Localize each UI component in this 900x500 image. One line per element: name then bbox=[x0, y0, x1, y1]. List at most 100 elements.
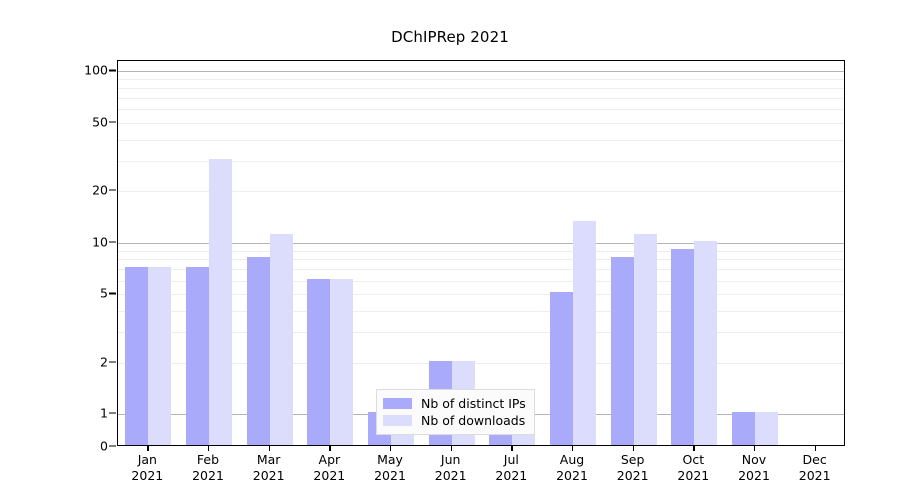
x-axis-tick-month: Nov bbox=[741, 452, 767, 467]
x-axis-tick-month: Sep bbox=[620, 452, 645, 467]
x-axis-tick-label: Jan 2021 bbox=[112, 452, 182, 484]
x-axis-tick-mark bbox=[693, 446, 695, 451]
x-axis-tick-year: 2021 bbox=[738, 468, 770, 483]
x-axis-tick-label: Aug 2021 bbox=[537, 452, 607, 484]
gridline bbox=[118, 79, 844, 81]
x-axis-tick-year: 2021 bbox=[374, 468, 406, 483]
bar bbox=[755, 412, 779, 445]
bar bbox=[573, 221, 597, 445]
x-axis-tick-mark bbox=[511, 446, 513, 451]
x-axis-tick-label: Dec 2021 bbox=[780, 452, 850, 484]
x-axis-tick-label: Apr 2021 bbox=[294, 452, 364, 484]
y-axis-tick-label: 5 bbox=[100, 285, 108, 301]
gridline-major bbox=[118, 242, 844, 244]
gridline bbox=[118, 294, 844, 296]
bar bbox=[185, 267, 209, 445]
y-axis-tick-label: 2 bbox=[100, 354, 108, 370]
x-axis-tick-year: 2021 bbox=[192, 468, 224, 483]
x-axis-tick-label: Nov 2021 bbox=[719, 452, 789, 484]
page-title: DChIPRep 2021 bbox=[391, 28, 509, 46]
x-axis-tick-mark bbox=[450, 446, 452, 451]
legend-swatch-icon-distinct-ips bbox=[383, 398, 412, 409]
legend-label-downloads: Nb of downloads bbox=[421, 413, 526, 428]
gridline bbox=[118, 311, 844, 312]
x-axis-tick-year: 2021 bbox=[495, 468, 528, 483]
x-axis-tick-mark bbox=[147, 446, 149, 451]
gridline bbox=[118, 280, 844, 282]
bar bbox=[731, 412, 755, 445]
bar bbox=[610, 257, 634, 445]
bar bbox=[330, 278, 354, 445]
bar bbox=[148, 267, 172, 445]
y-axis-tick-mark bbox=[109, 121, 116, 123]
x-axis-tick-month: Jun bbox=[440, 452, 461, 467]
gridline bbox=[118, 259, 844, 261]
y-axis-tick-label: 50 bbox=[92, 114, 108, 130]
x-axis-tick-month: Jan bbox=[137, 452, 157, 467]
gridline bbox=[118, 191, 844, 193]
x-axis-tick-label: Jun 2021 bbox=[416, 452, 486, 484]
bar bbox=[633, 233, 657, 445]
gridline bbox=[118, 161, 844, 163]
bar bbox=[671, 248, 695, 445]
bar bbox=[209, 159, 233, 445]
x-axis-tick-mark bbox=[572, 446, 574, 451]
x-axis-tick-label: Sep 2021 bbox=[598, 452, 668, 484]
legend-item-downloads[interactable]: Nb of downloads bbox=[383, 412, 526, 429]
chart-legend[interactable]: Nb of distinct IPs Nb of downloads bbox=[376, 389, 535, 435]
x-axis-tick-month: Dec bbox=[802, 452, 827, 467]
x-axis-tick-label: Oct 2021 bbox=[658, 452, 728, 484]
gridline bbox=[118, 97, 844, 99]
gridline-major bbox=[118, 71, 844, 73]
gridline bbox=[118, 269, 844, 271]
x-axis-tick-mark bbox=[814, 446, 816, 451]
legend-label-distinct-ips: Nb of distinct IPs bbox=[421, 396, 526, 411]
x-axis-tick-mark bbox=[208, 446, 210, 451]
plot-area bbox=[117, 60, 845, 446]
x-axis-tick-label: Mar 2021 bbox=[234, 452, 304, 484]
y-axis-tick-label: 10 bbox=[92, 234, 108, 250]
x-axis-tick-month: Oct bbox=[682, 452, 705, 467]
x-axis-tick-mark bbox=[632, 446, 634, 451]
bar bbox=[246, 257, 270, 445]
y-axis-tick-label: 100 bbox=[84, 62, 108, 78]
x-axis-tick-month: Feb bbox=[196, 452, 220, 467]
y-axis-tick-mark bbox=[109, 361, 116, 363]
y-axis-tick-label: 0 bbox=[100, 438, 108, 454]
x-axis-tick-month: Apr bbox=[318, 452, 341, 467]
y-axis-tick-mark bbox=[109, 69, 116, 72]
x-axis-tick-mark bbox=[754, 446, 756, 451]
gridline bbox=[118, 88, 844, 89]
x-axis-tick-month: May bbox=[377, 452, 403, 467]
bar bbox=[269, 233, 293, 445]
x-axis-tick-month: Aug bbox=[559, 452, 585, 467]
x-axis-tick-year: 2021 bbox=[434, 468, 467, 483]
gridline bbox=[118, 362, 844, 364]
x-axis-tick-month: Jul bbox=[503, 452, 519, 467]
legend-swatch-icon-downloads bbox=[383, 415, 412, 426]
y-axis-tick-mark bbox=[109, 189, 116, 191]
x-axis-tick-year: 2021 bbox=[556, 468, 588, 483]
bar bbox=[694, 240, 718, 445]
x-axis-tick-year: 2021 bbox=[313, 468, 346, 483]
x-axis-tick-mark bbox=[390, 446, 392, 451]
gridline bbox=[118, 332, 844, 334]
gridline bbox=[118, 122, 844, 124]
x-axis-tick-year: 2021 bbox=[252, 468, 285, 483]
y-axis-tick-mark bbox=[109, 445, 116, 447]
x-axis-tick-label: May 2021 bbox=[355, 452, 425, 484]
gridline bbox=[118, 109, 844, 111]
y-axis-tick-mark bbox=[109, 412, 116, 414]
x-axis-tick-year: 2021 bbox=[798, 468, 831, 483]
gridline bbox=[118, 139, 844, 141]
bar bbox=[549, 292, 573, 445]
y-axis-tick-label: 1 bbox=[100, 405, 108, 421]
y-axis-tick-labels: 0 1 2 5 10 20 50 100 bbox=[60, 60, 108, 454]
gridline bbox=[118, 250, 844, 252]
y-axis-tick-mark bbox=[109, 292, 116, 295]
x-axis-tick-year: 2021 bbox=[677, 468, 710, 483]
bar bbox=[307, 278, 331, 445]
bar bbox=[125, 267, 149, 445]
legend-item-distinct-ips[interactable]: Nb of distinct IPs bbox=[383, 395, 526, 412]
